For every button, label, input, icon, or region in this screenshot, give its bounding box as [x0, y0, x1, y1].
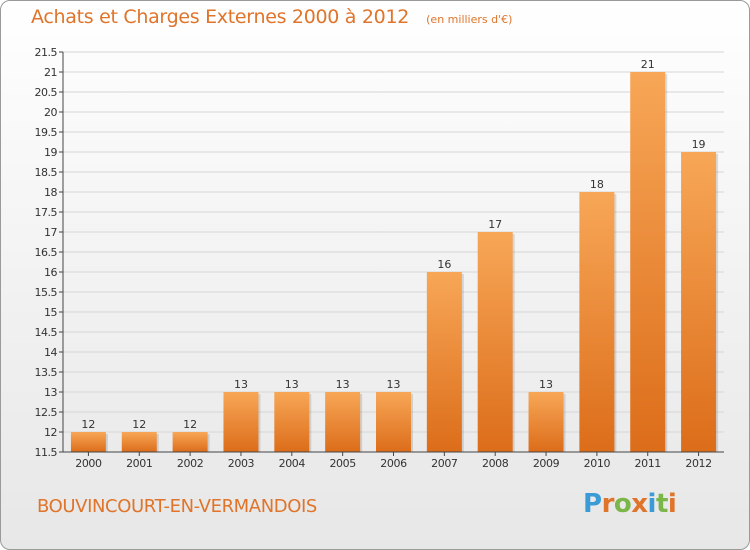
- data-label: 12: [183, 418, 197, 431]
- bar: [528, 392, 564, 452]
- x-tick-label: 2009: [533, 457, 560, 470]
- data-label: 19: [692, 138, 706, 151]
- y-tick-label: 15.5: [35, 286, 58, 299]
- x-tick-label: 2000: [75, 457, 102, 470]
- bar: [376, 392, 411, 452]
- y-tick-label: 21.5: [35, 46, 58, 59]
- bars: [70, 72, 719, 452]
- x-tick-label: 2008: [482, 457, 509, 470]
- y-tick-label: 14.5: [35, 326, 58, 339]
- data-label: 13: [285, 378, 299, 391]
- x-tick-label: 2006: [380, 457, 407, 470]
- y-tick-label: 17: [44, 226, 57, 239]
- y-tick-label: 19: [44, 146, 57, 159]
- bar: [579, 192, 615, 452]
- x-tick-label: 2010: [584, 457, 611, 470]
- x-tick-label: 2012: [685, 457, 711, 470]
- logo-letter: P: [583, 489, 602, 519]
- y-tick-label: 18: [44, 186, 57, 199]
- bar: [121, 432, 157, 452]
- bar: [274, 392, 310, 452]
- chart-header: Achats et Charges Externes 2000 à 2012 (…: [31, 6, 512, 28]
- x-tick-label: 2001: [126, 457, 152, 470]
- labels: 11.5 12 12.5 13 13.5 14 14.5 15 15.5 16 16.5 17 17.5…: [35, 46, 713, 470]
- x-tick-label: 2003: [228, 457, 255, 470]
- y-tick-label: 20: [44, 106, 57, 119]
- data-label: 13: [387, 378, 401, 391]
- data-label: 16: [437, 258, 451, 271]
- gridlines: [63, 51, 724, 433]
- bar: [477, 232, 513, 452]
- y-tick-label: 21: [44, 66, 57, 79]
- y-tick-label: 12: [44, 426, 57, 439]
- y-tick-label: 19.5: [35, 126, 58, 139]
- bar: [426, 272, 462, 452]
- chart-title: Achats et Charges Externes 2000 à 2012: [31, 6, 410, 28]
- data-label: 13: [234, 378, 248, 391]
- data-label: 13: [336, 378, 350, 391]
- x-tick-label: 2007: [431, 457, 458, 470]
- proxiti-logo: Proxiti: [583, 489, 677, 519]
- y-tick-label: 13.5: [35, 366, 58, 379]
- x-tick-label: 2002: [177, 457, 203, 470]
- x-tick-label: 2004: [279, 457, 306, 470]
- logo-letter: i: [647, 489, 657, 519]
- bar: [630, 72, 666, 452]
- x-tick-label: 2011: [635, 457, 661, 470]
- y-tick-label: 14: [44, 346, 57, 359]
- y-tick-label: 17.5: [35, 206, 58, 219]
- logo-letter: x: [631, 489, 648, 519]
- data-label: 12: [132, 418, 146, 431]
- y-tick-label: 11.5: [35, 446, 58, 459]
- bar: [223, 392, 259, 452]
- y-tick-label: 18.5: [35, 166, 58, 179]
- logo-letter: i: [667, 489, 677, 519]
- bar: [70, 432, 106, 452]
- data-label: 17: [488, 218, 502, 231]
- chart-subtitle: (en milliers d'€): [426, 13, 513, 26]
- y-tick-label: 13: [44, 386, 57, 399]
- y-tick-label: 15: [44, 306, 57, 319]
- y-tick-label: 12.5: [35, 406, 58, 419]
- logo-letter: t: [655, 489, 668, 519]
- commune-name: BOUVINCOURT-EN-VERMANDOIS: [37, 496, 317, 517]
- x-tick-label: 2005: [329, 457, 356, 470]
- y-tick-label: 20.5: [35, 86, 58, 99]
- y-tick-label: 16.5: [35, 246, 58, 259]
- bar: [325, 392, 361, 452]
- logo-letter: o: [613, 489, 632, 519]
- data-label: 12: [81, 418, 95, 431]
- data-label: 18: [590, 178, 604, 191]
- logo-letter: r: [601, 489, 615, 519]
- bar: [172, 432, 208, 452]
- data-label: 21: [641, 58, 655, 71]
- axes: [59, 51, 724, 456]
- data-label: 13: [539, 378, 553, 391]
- y-tick-label: 16: [44, 266, 57, 279]
- bar: [681, 152, 717, 452]
